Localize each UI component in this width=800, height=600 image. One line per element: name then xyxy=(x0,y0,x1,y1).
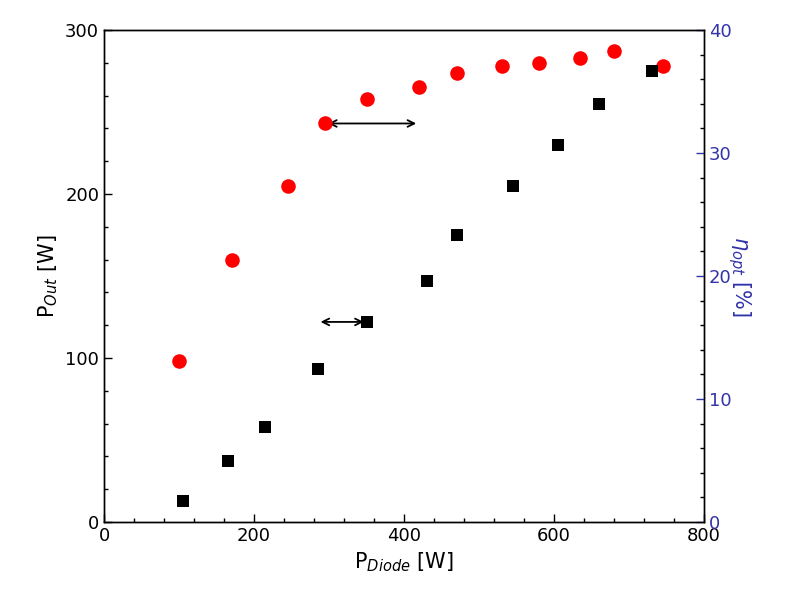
Point xyxy=(495,61,508,71)
Point xyxy=(259,422,272,431)
Point xyxy=(311,365,324,374)
Point xyxy=(360,94,373,104)
Point xyxy=(533,58,546,68)
Point xyxy=(225,255,238,265)
Point xyxy=(450,68,463,77)
Point xyxy=(450,230,463,240)
Point xyxy=(574,53,586,62)
Point xyxy=(551,140,564,149)
Point xyxy=(593,99,606,109)
Point xyxy=(222,457,234,466)
Point xyxy=(282,181,294,191)
Point xyxy=(173,356,186,366)
Point xyxy=(506,181,519,191)
Point xyxy=(319,119,332,128)
Point xyxy=(645,66,658,76)
X-axis label: P$_{Diode}$ [W]: P$_{Diode}$ [W] xyxy=(354,550,454,574)
Point xyxy=(656,61,669,71)
Y-axis label: P$_{Out}$ [W]: P$_{Out}$ [W] xyxy=(36,234,59,318)
Point xyxy=(413,83,426,92)
Point xyxy=(608,47,621,56)
Y-axis label: $\eta_{opt}$ [%]: $\eta_{opt}$ [%] xyxy=(726,236,753,316)
Point xyxy=(420,276,433,286)
Point xyxy=(360,317,373,327)
Point xyxy=(176,496,189,505)
